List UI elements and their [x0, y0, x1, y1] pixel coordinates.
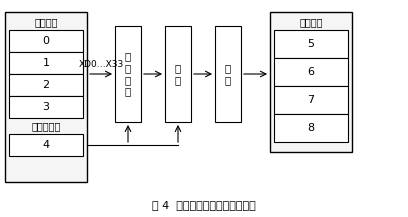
Text: 图 4  整数变换量化模块硬件结构: 图 4 整数变换量化模块硬件结构: [152, 200, 256, 210]
Bar: [274, 30, 348, 58]
Bar: [274, 114, 348, 142]
Bar: [274, 58, 348, 86]
Bar: [9, 30, 83, 52]
Text: 寄存器组: 寄存器组: [299, 17, 323, 27]
Text: 7: 7: [308, 95, 315, 105]
Text: 4: 4: [42, 140, 49, 150]
Text: 量
化: 量 化: [175, 63, 181, 85]
Bar: [9, 74, 83, 96]
Bar: [115, 26, 141, 122]
Text: 控制寄存器: 控制寄存器: [31, 121, 61, 131]
Text: 6: 6: [308, 67, 315, 77]
Bar: [5, 12, 87, 182]
Text: 2: 2: [42, 80, 49, 90]
Bar: [9, 96, 83, 118]
Text: 1: 1: [42, 58, 49, 68]
Text: 整
数
变
换: 整 数 变 换: [125, 52, 131, 96]
Bar: [274, 86, 348, 114]
Text: 寄存器组: 寄存器组: [34, 17, 58, 27]
Bar: [270, 12, 352, 152]
Bar: [9, 52, 83, 74]
Bar: [165, 26, 191, 122]
Bar: [9, 134, 83, 156]
Text: 输
出: 输 出: [225, 63, 231, 85]
Text: 3: 3: [42, 102, 49, 112]
Text: 8: 8: [308, 123, 315, 133]
Text: 0: 0: [42, 36, 49, 46]
Text: XD0…X33: XD0…X33: [78, 60, 124, 69]
Bar: [215, 26, 241, 122]
Text: 5: 5: [308, 39, 315, 49]
